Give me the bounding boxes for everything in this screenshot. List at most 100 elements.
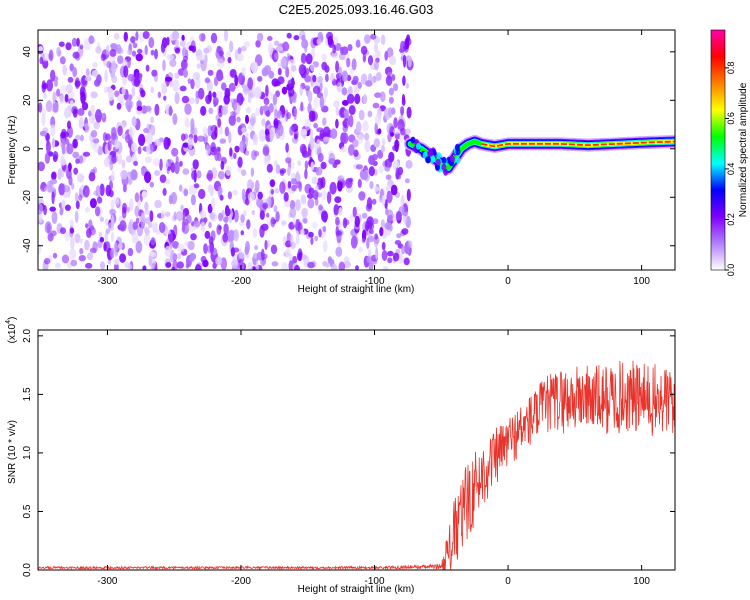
noise-speckle (117, 55, 124, 64)
noise-speckle (346, 57, 351, 68)
spectrogram-frame (37, 29, 676, 271)
noise-speckle (246, 219, 251, 230)
noise-speckle (281, 105, 286, 118)
noise-speckle (151, 69, 158, 77)
noise-speckle (219, 194, 224, 201)
noise-speckle (79, 44, 84, 50)
noise-speckle (294, 219, 301, 231)
noise-speckle (125, 99, 133, 111)
noise-speckle (273, 118, 279, 129)
noise-speckle (215, 90, 223, 100)
noise-speckle (109, 208, 116, 216)
noise-speckle (134, 72, 140, 85)
noise-speckle (76, 37, 80, 47)
signal-onset-blob (428, 149, 434, 157)
noise-speckle (141, 212, 145, 219)
noise-speckle (352, 75, 359, 84)
noise-speckle (183, 188, 189, 197)
noise-speckle (288, 59, 296, 66)
noise-speckle (352, 138, 359, 148)
noise-speckle (130, 36, 136, 44)
noise-speckle (211, 197, 216, 209)
noise-speckle (109, 49, 117, 57)
noise-speckle (196, 63, 201, 69)
noise-speckle (79, 248, 84, 255)
noise-speckle (263, 155, 270, 166)
noise-speckle (204, 77, 211, 84)
snr-xtick-label: -100 (365, 576, 385, 587)
noise-speckle (377, 128, 382, 134)
noise-speckle (365, 203, 373, 212)
noise-speckle (72, 138, 78, 149)
noise-speckle (381, 241, 386, 251)
noise-speckle (127, 247, 134, 257)
noise-speckle (144, 201, 149, 211)
noise-speckle (291, 184, 297, 192)
noise-speckle (184, 103, 192, 115)
noise-speckle (50, 69, 56, 82)
noise-speckle (43, 205, 47, 216)
snr-plot-area (38, 360, 675, 570)
noise-speckle (203, 217, 208, 223)
noise-speckle (287, 79, 296, 87)
noise-speckle (192, 159, 199, 170)
colorbar-label: Normalized spectral amplitude (738, 82, 749, 217)
noise-speckle (255, 260, 259, 270)
noise-speckle (208, 236, 214, 246)
noise-speckle (243, 209, 247, 217)
noise-speckle (78, 255, 86, 262)
noise-speckle (380, 219, 385, 229)
noise-speckle (392, 252, 400, 262)
noise-speckle (404, 128, 411, 136)
noise-speckle (154, 48, 158, 60)
noise-speckle (261, 223, 269, 231)
noise-speckle (221, 82, 227, 91)
noise-speckle (279, 169, 285, 176)
noise-speckle (317, 152, 324, 163)
noise-speckle (341, 70, 348, 82)
noise-speckle (146, 133, 153, 146)
noise-speckle (361, 238, 366, 244)
colorbar-tick-label: 0.4 (726, 163, 736, 176)
noise-speckle (395, 210, 402, 221)
signal-onset-blob (416, 142, 421, 150)
noise-speckle (397, 119, 405, 132)
noise-speckle (69, 219, 74, 228)
noise-speckle (348, 144, 355, 156)
noise-speckle (110, 247, 115, 259)
noise-speckle (341, 99, 349, 106)
noise-speckle (385, 75, 393, 86)
signal-onset-blob (441, 163, 447, 171)
noise-speckle (131, 116, 137, 127)
noise-speckle (255, 40, 261, 48)
noise-speckle (228, 114, 236, 126)
noise-speckle (357, 81, 363, 89)
noise-speckle (295, 233, 300, 246)
noise-speckle (94, 206, 101, 217)
noise-speckle (100, 53, 106, 62)
noise-speckle (182, 168, 190, 175)
noise-speckle (176, 210, 183, 222)
noise-speckle (341, 87, 348, 96)
noise-speckle (174, 161, 180, 175)
noise-speckle (144, 171, 152, 184)
noise-speckle (104, 218, 110, 226)
noise-speckle (168, 232, 174, 245)
noise-speckle (188, 184, 193, 196)
noise-speckle (213, 76, 219, 87)
noise-speckle (105, 228, 111, 235)
noise-speckle (275, 211, 280, 223)
noise-speckle (393, 117, 398, 129)
spectrogram-xtick-label: -200 (231, 276, 251, 287)
noise-speckle (174, 39, 179, 47)
noise-speckle (321, 190, 328, 201)
noise-speckle (207, 203, 213, 214)
noise-speckle (57, 168, 62, 181)
noise-speckle (381, 144, 385, 154)
noise-speckle (190, 78, 195, 90)
noise-speckle (180, 133, 186, 142)
noise-speckle (64, 204, 71, 211)
noise-speckle (43, 257, 51, 265)
noise-speckle (86, 252, 94, 261)
noise-speckle (142, 265, 147, 270)
